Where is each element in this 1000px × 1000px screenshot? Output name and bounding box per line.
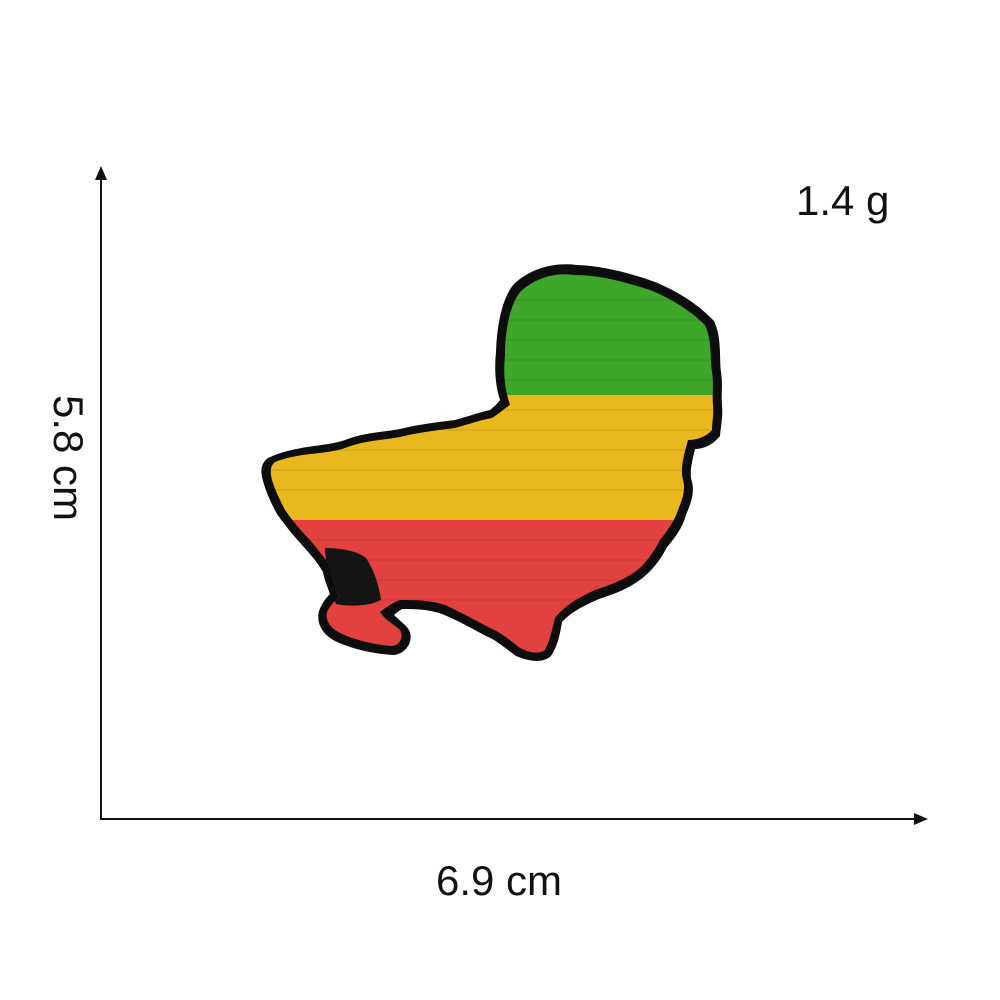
weight-label: 1.4 g [796, 177, 890, 224]
height-label: 5.8 cm [45, 394, 92, 522]
horizontal-axis-arrow-icon [914, 813, 928, 825]
green-stripe [270, 274, 714, 395]
vertical-axis-arrow-icon [95, 166, 107, 180]
width-label: 6.9 cm [436, 857, 563, 904]
patch-notch [325, 548, 381, 606]
